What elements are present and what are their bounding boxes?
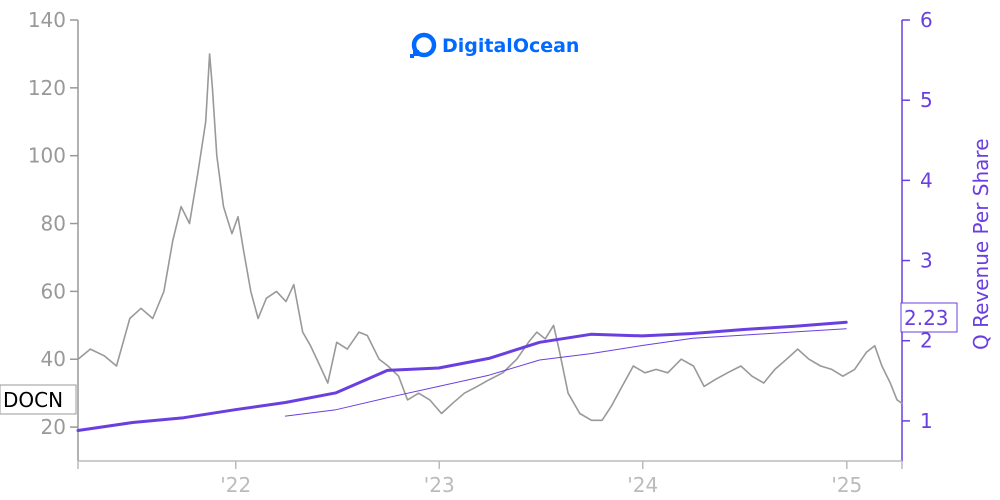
right-axis: 1 2 3 4 5 6 Q Revenue Per Share: [901, 8, 993, 461]
ticker-label: DOCN: [3, 388, 63, 412]
right-tick-label: 3: [920, 249, 933, 273]
digitalocean-logo-icon: [410, 32, 437, 58]
x-axis: '22 '23 '24 '25: [77, 460, 903, 497]
left-tick-label: 120: [28, 76, 66, 100]
x-tick-label: '24: [627, 473, 658, 497]
left-tick-label: 20: [41, 415, 66, 439]
right-tick-label: 4: [920, 168, 933, 192]
left-axis: 20 40 60 80 100 120 140: [28, 8, 79, 461]
series-line-thin-purple: [284, 328, 847, 417]
x-tick-label: '25: [831, 473, 862, 497]
series-layer: [76, 53, 903, 432]
latest-value-label: 2.23: [904, 306, 949, 330]
right-tick-label: 5: [920, 88, 933, 112]
left-tick-label: 100: [28, 144, 66, 168]
left-tick-label: 140: [28, 8, 66, 32]
digitalocean-logo: DigitalOcean: [410, 32, 579, 58]
series-line-thick-purple: [76, 320, 848, 432]
left-tick-label: 40: [41, 347, 66, 371]
ticker-label-box: DOCN: [0, 384, 77, 415]
left-tick-label: 80: [41, 212, 66, 236]
right-tick-label: 1: [920, 409, 933, 433]
x-tick-label: '23: [424, 473, 455, 497]
latest-value-box: 2.23: [900, 302, 958, 333]
logo-text: DigitalOcean: [442, 35, 579, 57]
right-tick-label: 6: [920, 8, 933, 32]
series-line-thin-gray: [77, 53, 903, 422]
right-tick-label: 2: [920, 329, 933, 353]
left-tick-label: 60: [41, 279, 66, 303]
x-tick-label: '22: [220, 473, 251, 497]
right-axis-label: Q Revenue Per Share: [969, 138, 993, 350]
